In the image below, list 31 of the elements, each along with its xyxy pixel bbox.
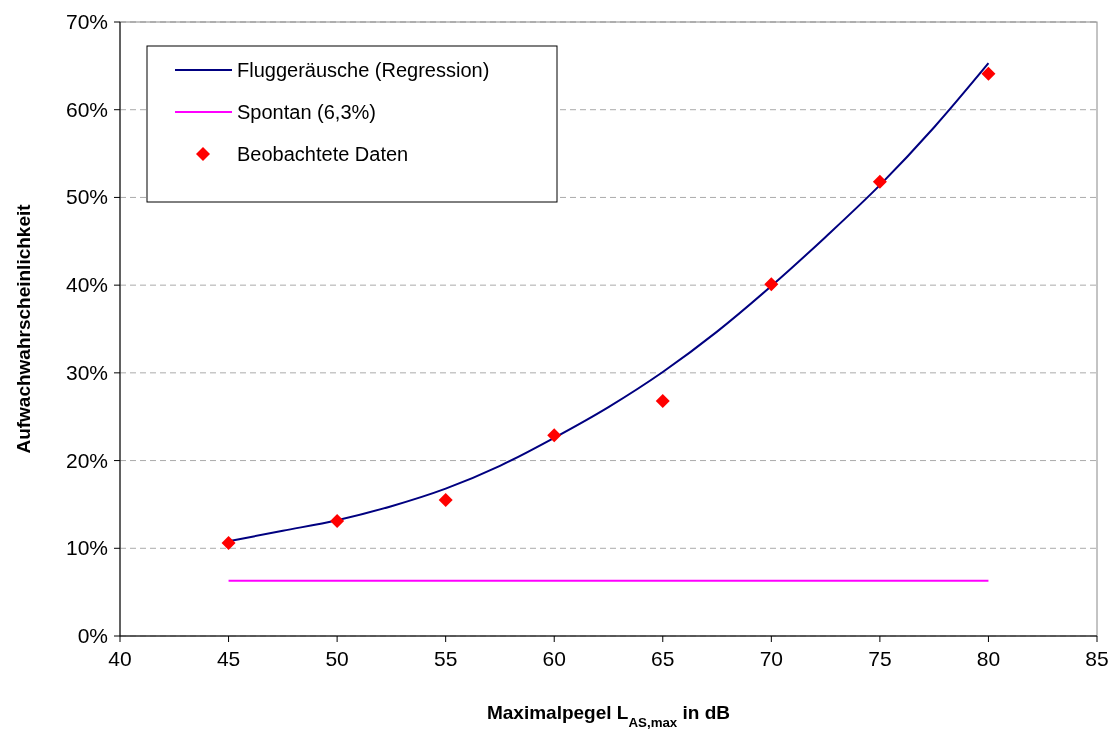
point [655, 393, 670, 408]
x-tick-label: 80 [976, 647, 1001, 670]
y-axis-title: Aufwachwahrscheinlichkeit [13, 203, 34, 454]
legend-label: Fluggeräusche (Regression) [237, 59, 490, 81]
x-tick-label: 40 [108, 647, 132, 670]
y-tick-label: 0% [77, 624, 108, 647]
point [221, 536, 236, 551]
point [981, 66, 996, 81]
y-tick-label: 50% [65, 185, 108, 209]
legend-label: Beobachtete Daten [237, 143, 409, 165]
x-tick-label: 65 [651, 647, 675, 670]
y-tick-label: 30% [65, 360, 108, 384]
point [872, 174, 887, 189]
y-tick-label: 40% [65, 273, 108, 297]
x-tick-label: 75 [868, 647, 892, 670]
x-tick-label: 45 [216, 647, 241, 670]
x-tick-label: 70 [759, 647, 784, 670]
x-tick-label: 55 [433, 647, 458, 670]
x-tick-label: 60 [542, 647, 566, 670]
y-tick-label: 10% [65, 536, 108, 560]
x-tick-label: 85 [1085, 647, 1109, 670]
x-axis-title: Maximalpegel L$_{AS,max}$ in dB [486, 702, 731, 730]
point [438, 493, 453, 508]
point [330, 514, 345, 529]
y-tick-label: 70% [65, 10, 108, 33]
point [547, 428, 562, 443]
y-tick-label: 20% [65, 448, 108, 472]
legend-label: Spontan (6,3%) [237, 101, 376, 123]
x-tick-label: 50 [325, 647, 349, 670]
point [764, 277, 779, 292]
y-tick-label: 60% [65, 97, 108, 121]
